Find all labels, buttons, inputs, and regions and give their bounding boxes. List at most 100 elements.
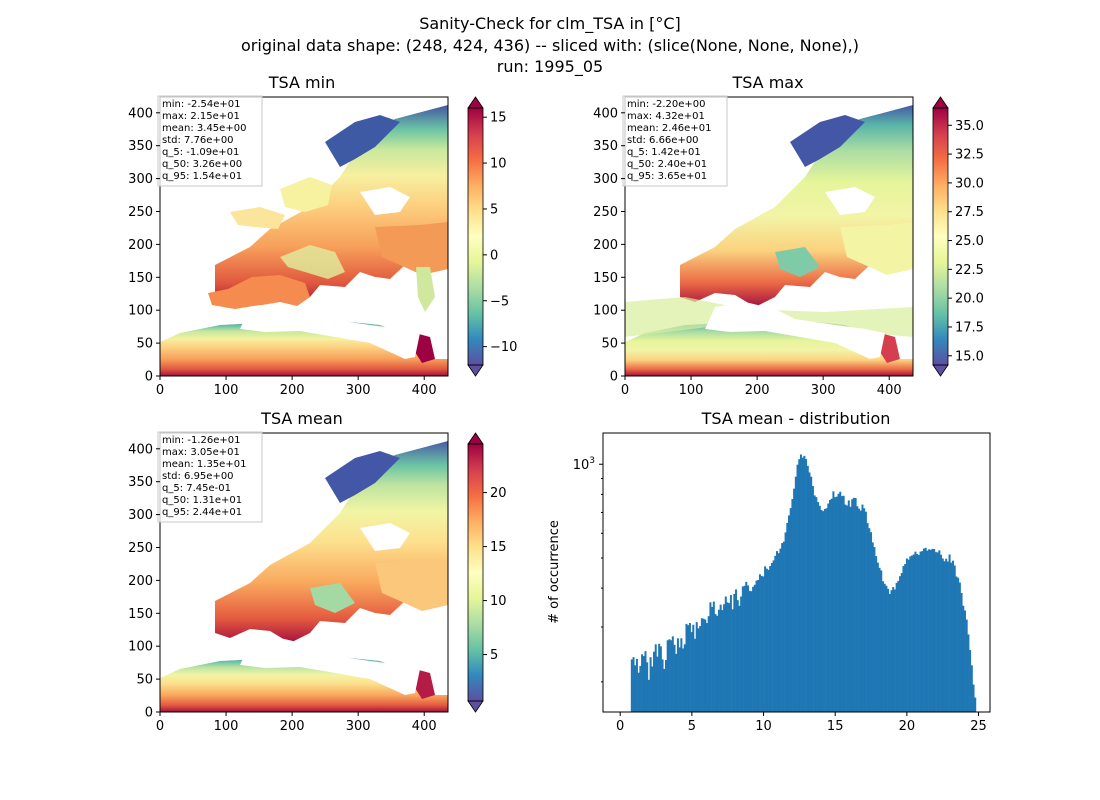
histogram-bar xyxy=(868,528,871,712)
x-tick-label: 25 xyxy=(970,719,987,734)
histogram-bar xyxy=(917,555,920,712)
histogram-bar xyxy=(815,497,818,712)
histogram-bar xyxy=(851,499,854,712)
histogram-bar xyxy=(793,488,796,712)
histogram-bar xyxy=(864,511,867,712)
stat-line: max: 2.15e+01 xyxy=(162,111,240,122)
y-tick-label: 250 xyxy=(128,541,153,556)
panel-title: TSA max xyxy=(731,73,803,92)
histogram-bar xyxy=(887,588,890,712)
histogram-bar xyxy=(659,646,662,712)
histogram-bar xyxy=(653,651,656,712)
colorbar-tick-label: 5 xyxy=(490,202,498,217)
histogram-bar xyxy=(856,506,859,712)
histogram-bar xyxy=(970,665,973,712)
histogram-bar xyxy=(649,657,652,712)
figure-title-line-1: Sanity-Check for clm_TSA in [°C] xyxy=(419,14,681,34)
y-tick-label: 200 xyxy=(593,238,618,253)
histogram-bar xyxy=(675,653,678,712)
histogram-bar xyxy=(656,656,659,712)
histogram-bar xyxy=(690,632,693,712)
histogram-bar xyxy=(876,562,879,712)
x-tick-label: 100 xyxy=(214,719,239,734)
histogram-bar xyxy=(671,636,674,712)
histogram-bar xyxy=(902,566,905,712)
histogram-bar xyxy=(859,510,862,712)
histogram-bar xyxy=(806,465,809,712)
histogram-bar xyxy=(958,582,961,712)
histogram-bar xyxy=(772,560,775,712)
histogram-bar xyxy=(769,566,772,712)
histogram-bar xyxy=(967,634,970,712)
histogram-bar xyxy=(760,575,763,712)
histogram-bar xyxy=(955,576,958,712)
map-axes: 0 100 200 300 400 0 50 100 150 200 250 300 350 400 xyxy=(593,106,901,398)
histogram-bar xyxy=(641,654,644,712)
histogram-bar xyxy=(719,604,722,712)
histogram-bar xyxy=(709,602,712,712)
histogram-bar xyxy=(745,581,748,712)
histogram-bar xyxy=(883,583,886,712)
y-tick-label: 300 xyxy=(128,172,153,187)
histogram-bar xyxy=(632,657,635,712)
colorbar-gradient xyxy=(468,108,483,365)
histogram-bar xyxy=(909,556,912,712)
histogram-bar xyxy=(934,552,937,712)
histogram-bar xyxy=(639,665,642,712)
figure-title-line-3: run: 1995_05 xyxy=(497,57,603,77)
panel-tsa-min: TSA min xyxy=(128,73,517,398)
histogram-bar xyxy=(716,615,719,712)
histogram-bar xyxy=(948,554,951,712)
histogram-bar xyxy=(837,493,840,712)
x-tick-label: 20 xyxy=(899,719,916,734)
colorbar-gradient xyxy=(933,108,948,365)
histogram-bar xyxy=(741,586,744,712)
colorbar: −10 −5 0 5 10 15 xyxy=(467,96,517,377)
histogram-bar xyxy=(670,640,673,712)
histogram-bar xyxy=(905,558,908,712)
histogram-bar xyxy=(945,558,948,712)
histogram-bar xyxy=(694,638,697,712)
histogram-bar xyxy=(969,650,972,712)
stat-line: q_5: 7.45e-01 xyxy=(162,483,231,494)
y-tick-label: 350 xyxy=(593,139,618,154)
land-mass xyxy=(160,105,448,376)
histogram-bar xyxy=(757,579,760,712)
histogram-bar xyxy=(863,508,866,712)
histogram-bar xyxy=(965,619,968,712)
x-tick-label: 400 xyxy=(877,383,902,398)
histogram-bar xyxy=(914,551,917,712)
histogram-bar xyxy=(916,553,919,712)
histogram-bar xyxy=(743,585,746,712)
histogram-bar xyxy=(673,644,676,712)
histogram-bar xyxy=(630,659,633,712)
histogram-bar xyxy=(726,602,729,712)
panel-tsa-mean: TSA mean xyxy=(128,409,506,734)
x-tick-label: 0 xyxy=(616,719,624,734)
colorbar-frame xyxy=(932,107,949,366)
x-tick-label: 300 xyxy=(346,719,371,734)
histogram-bar xyxy=(858,508,861,712)
stat-line: std: 6.95e+00 xyxy=(162,471,234,482)
histogram-bar xyxy=(818,505,821,712)
histogram-bar xyxy=(933,549,936,712)
histogram-bar xyxy=(839,491,842,712)
histogram-bar xyxy=(753,584,756,712)
stat-line: q_95: 2.44e+01 xyxy=(162,507,242,518)
histogram-bar xyxy=(928,549,931,712)
histogram-bar xyxy=(963,610,966,712)
histogram-bar xyxy=(770,562,773,712)
histogram-bar xyxy=(776,551,779,712)
histogram-bar xyxy=(683,644,686,712)
histogram-bar xyxy=(960,592,963,712)
stat-line: q_50: 3.26e+00 xyxy=(162,159,242,170)
histogram-bar xyxy=(777,553,780,712)
histogram-bar xyxy=(740,596,743,712)
histogram-bar xyxy=(707,616,710,712)
x-tick-label: 200 xyxy=(280,719,305,734)
histogram-bar xyxy=(764,566,767,712)
histogram-bar xyxy=(941,558,944,712)
colorbar-tick-label: 20.0 xyxy=(955,292,984,307)
y-tick-label: 103 xyxy=(573,456,595,473)
panel-title: TSA mean xyxy=(260,409,343,428)
